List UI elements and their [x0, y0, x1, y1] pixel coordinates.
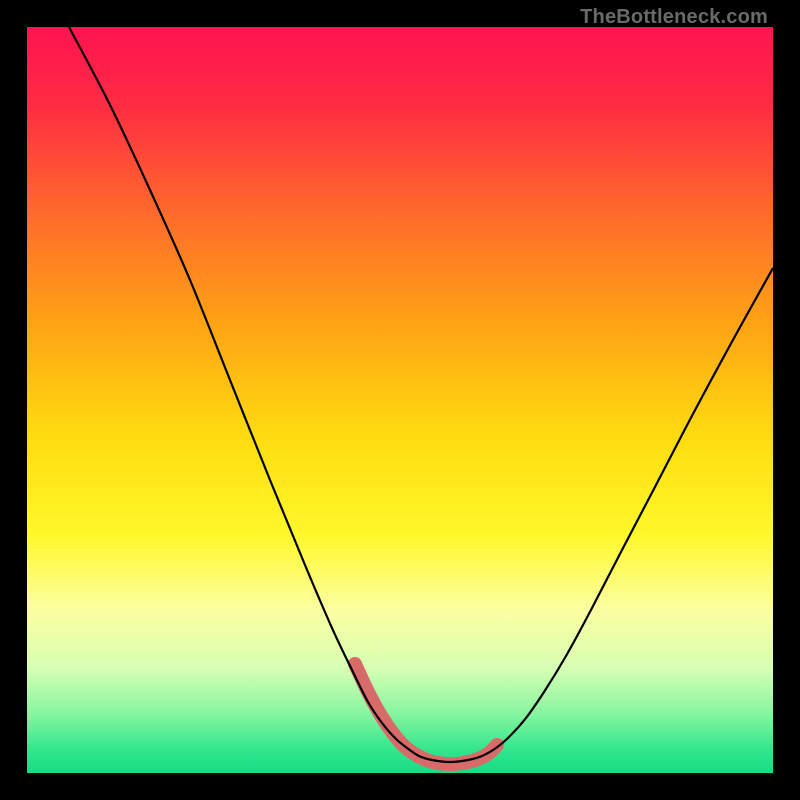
chart-container: TheBottleneck.com — [0, 0, 800, 800]
watermark-text: TheBottleneck.com — [580, 6, 768, 29]
v-curve — [69, 27, 773, 762]
chart-svg — [0, 0, 800, 800]
